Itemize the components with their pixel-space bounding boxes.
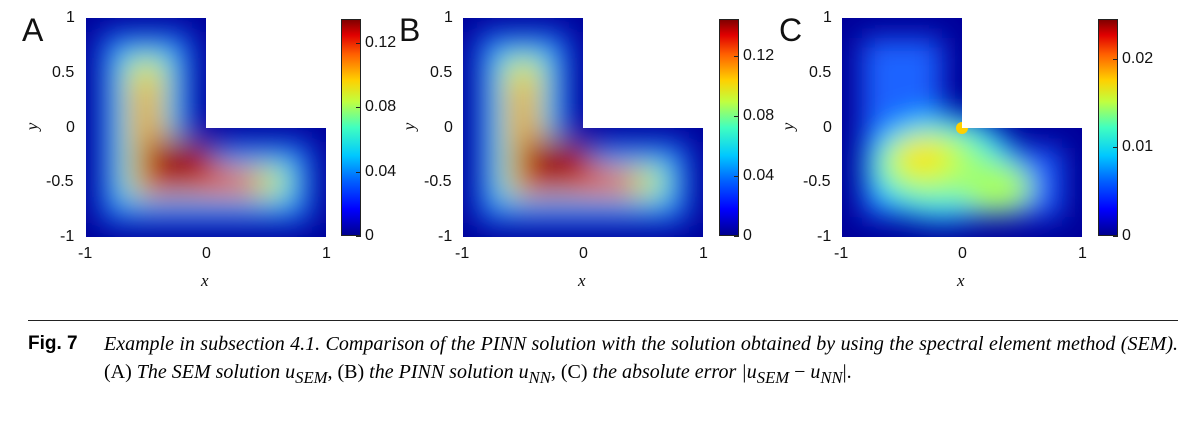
colorbar-tick-mark [734, 176, 739, 178]
caption-text: Example in subsection 4.1. Comparison of… [104, 330, 1178, 392]
x-tick: -1 [455, 245, 470, 262]
caption-segment: , (B) [327, 361, 370, 383]
y-tick: 0.5 [809, 64, 832, 81]
x-axis-label: x [578, 271, 586, 290]
math-var: u [285, 361, 296, 383]
y-tick: 0 [66, 119, 75, 136]
y-axis-label: y [778, 122, 798, 131]
y-tick: 0 [444, 119, 453, 136]
colorbar-tick-label: 0.12 [743, 47, 775, 65]
x-axis-label: x [957, 271, 965, 290]
caption-segment: Example in subsection 4.1. Comparison of… [104, 333, 1178, 355]
panel-label: C [779, 12, 803, 48]
colorbar-tick-mark [356, 43, 361, 45]
y-axis-label: y [22, 122, 42, 131]
caption-segment: (A) [104, 361, 137, 383]
colorbar [1098, 19, 1118, 236]
caption-divider [28, 320, 1178, 321]
colorbar-tick-label: 0 [743, 227, 752, 244]
colorbar-tick-mark [1113, 236, 1118, 237]
colorbar-tick-label: 0.12 [365, 34, 397, 52]
heatmap [463, 18, 703, 237]
colorbar [719, 19, 739, 236]
colorbar-tick-label: 0.08 [365, 98, 397, 116]
colorbar-tick-label: 0.01 [1122, 138, 1154, 156]
math-subscript: SEM [295, 368, 328, 387]
colorbar-tick-mark [1113, 58, 1118, 60]
colorbar-tick-mark [734, 236, 739, 237]
colorbar-tick-mark [356, 236, 361, 237]
y-tick: -0.5 [424, 173, 452, 190]
heatmap [86, 18, 326, 237]
caption-segment: − [789, 361, 811, 383]
caption-segment: The SEM solution [136, 361, 286, 383]
colorbar-tick-mark [356, 171, 361, 173]
y-axis-label: y [399, 122, 419, 131]
math-subscript: SEM [756, 368, 790, 387]
y-tick: 1 [66, 9, 75, 26]
colorbar-tick-mark [356, 107, 361, 109]
math-var: u [518, 361, 529, 383]
x-tick: 1 [1078, 245, 1087, 262]
y-tick: 0.5 [430, 64, 453, 81]
caption-segment: , (C) [550, 361, 593, 383]
y-tick: -0.5 [803, 173, 831, 190]
panel-label: A [22, 12, 44, 48]
y-tick: 0.5 [52, 64, 75, 81]
x-tick: 0 [202, 245, 211, 262]
math-subscript: NN [528, 368, 551, 387]
colorbar-tick-label: 0.04 [365, 162, 397, 180]
colorbar-tick-label: 0 [365, 227, 374, 244]
heatmap [842, 18, 1082, 237]
colorbar-tick-mark [734, 56, 739, 58]
y-tick: 1 [823, 9, 832, 26]
colorbar-tick-label: 0.08 [743, 107, 775, 125]
figure-label: Fig. 7 [28, 333, 78, 354]
colorbar-tick-label: 0.02 [1122, 49, 1154, 67]
colorbar-tick-label: 0.04 [743, 167, 775, 185]
caption-segment: the absolute error | [592, 361, 747, 383]
colorbar [341, 19, 361, 236]
y-tick: -1 [438, 228, 453, 245]
panel-label: B [399, 12, 421, 48]
y-tick: -1 [60, 228, 75, 245]
y-tick: -1 [817, 228, 832, 245]
x-tick: 1 [322, 245, 331, 262]
y-tick: -0.5 [46, 173, 74, 190]
x-tick: -1 [78, 245, 93, 262]
caption-segment: |. [842, 361, 852, 383]
colorbar-tick-mark [1113, 147, 1118, 149]
x-tick: 1 [699, 245, 708, 262]
colorbar-tick-label: 0 [1122, 227, 1131, 244]
y-tick: 1 [444, 9, 453, 26]
x-tick: 0 [579, 245, 588, 262]
y-tick: 0 [823, 119, 832, 136]
x-axis-label: x [201, 271, 209, 290]
math-var: u [746, 361, 757, 383]
caption-segment: the PINN solution [369, 361, 519, 383]
x-tick: 0 [958, 245, 967, 262]
math-var: u [810, 361, 821, 383]
math-subscript: NN [820, 368, 843, 387]
colorbar-tick-mark [734, 116, 739, 118]
x-tick: -1 [834, 245, 849, 262]
